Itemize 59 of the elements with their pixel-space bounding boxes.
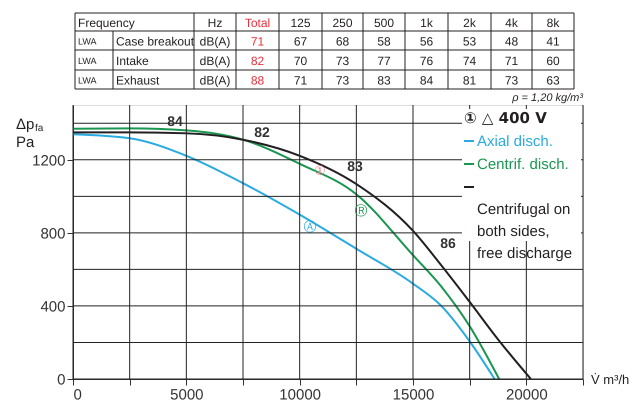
text: 71 <box>504 54 518 68</box>
text: Frequency <box>78 16 135 30</box>
y-tick-label: 400 <box>40 298 66 316</box>
text: 74 <box>462 54 476 68</box>
x-tick-label: 20000 <box>506 386 548 404</box>
text: 4k <box>505 16 519 30</box>
text: 70 <box>294 54 308 68</box>
text: 82 <box>250 54 264 68</box>
text: Case breakout <box>116 34 195 48</box>
text: 60 <box>546 54 560 68</box>
x-tick-label: 5000 <box>170 386 204 404</box>
x-tick-label: 15000 <box>392 386 434 404</box>
text: LWA <box>78 36 97 46</box>
annotation: 86 <box>440 235 456 251</box>
text: 88 <box>250 74 264 88</box>
text: 73 <box>336 74 350 88</box>
text: 71 <box>250 34 264 48</box>
text: 56 <box>420 34 434 48</box>
text: LWA <box>78 56 97 66</box>
annotation: 82 <box>254 124 270 140</box>
x-tick-label: 0 <box>74 386 82 404</box>
text: 73 <box>504 74 518 88</box>
text: dB(A) <box>200 74 230 88</box>
text: dB(A) <box>200 54 230 68</box>
text: 63 <box>546 74 560 88</box>
text: Exhaust <box>116 74 160 88</box>
y-tick-label: 1200 <box>32 152 66 170</box>
text: 58 <box>377 34 391 48</box>
x-tick-label: 10000 <box>279 386 322 404</box>
text: Intake <box>116 54 150 68</box>
y-tick-label: 0 <box>57 372 66 388</box>
text: 71 <box>294 74 308 88</box>
text: 76 <box>420 54 434 68</box>
text: 1k <box>420 16 434 30</box>
text: 83 <box>377 74 391 88</box>
legend-title: ① △ 400 V <box>464 109 548 127</box>
text: 84 <box>420 74 434 88</box>
x-axis-title: V̇ m³/h <box>591 372 630 387</box>
legend-label: Axial disch. <box>477 133 553 150</box>
text: 68 <box>336 34 350 48</box>
y-tick-label: 800 <box>40 225 66 242</box>
text: 81 <box>462 74 476 88</box>
text: 500 <box>374 16 394 30</box>
text: 2k <box>463 16 477 30</box>
text: Total <box>244 16 270 30</box>
text: 125 <box>290 16 311 30</box>
text: Hz <box>208 16 222 30</box>
text: LWA <box>78 76 97 86</box>
text: 250 <box>332 16 353 30</box>
text: 67 <box>294 34 308 48</box>
text: 53 <box>462 34 476 48</box>
text: ρ = 1,20 kg/m³ <box>511 92 584 104</box>
text: 41 <box>546 34 560 48</box>
text: 77 <box>377 54 391 68</box>
text: 48 <box>504 34 518 48</box>
text: dB(A) <box>200 34 230 48</box>
legend-label: Centrif. disch. <box>477 156 569 173</box>
text: 73 <box>336 54 350 68</box>
text: 8k <box>546 16 560 30</box>
